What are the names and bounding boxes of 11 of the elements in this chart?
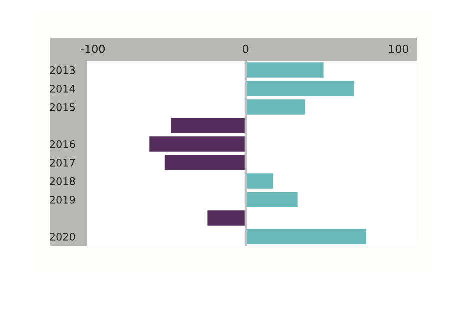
y-tick-label: 2019 [50,196,76,204]
y-tick-label: 2016 [50,140,76,148]
y-tick-label: 2015 [50,103,75,112]
x-tick-label: -100 [81,44,105,54]
y-tick-label: 2013 [50,66,76,74]
y-tick-label: 2014 [50,84,76,93]
y-tick-label: 2017 [50,158,75,167]
x-tick-label: 0 [243,44,249,54]
x-tick-label: 100 [389,44,409,54]
y-tick-label: 2018 [50,177,76,186]
y-tick-label: 2020 [50,232,76,241]
